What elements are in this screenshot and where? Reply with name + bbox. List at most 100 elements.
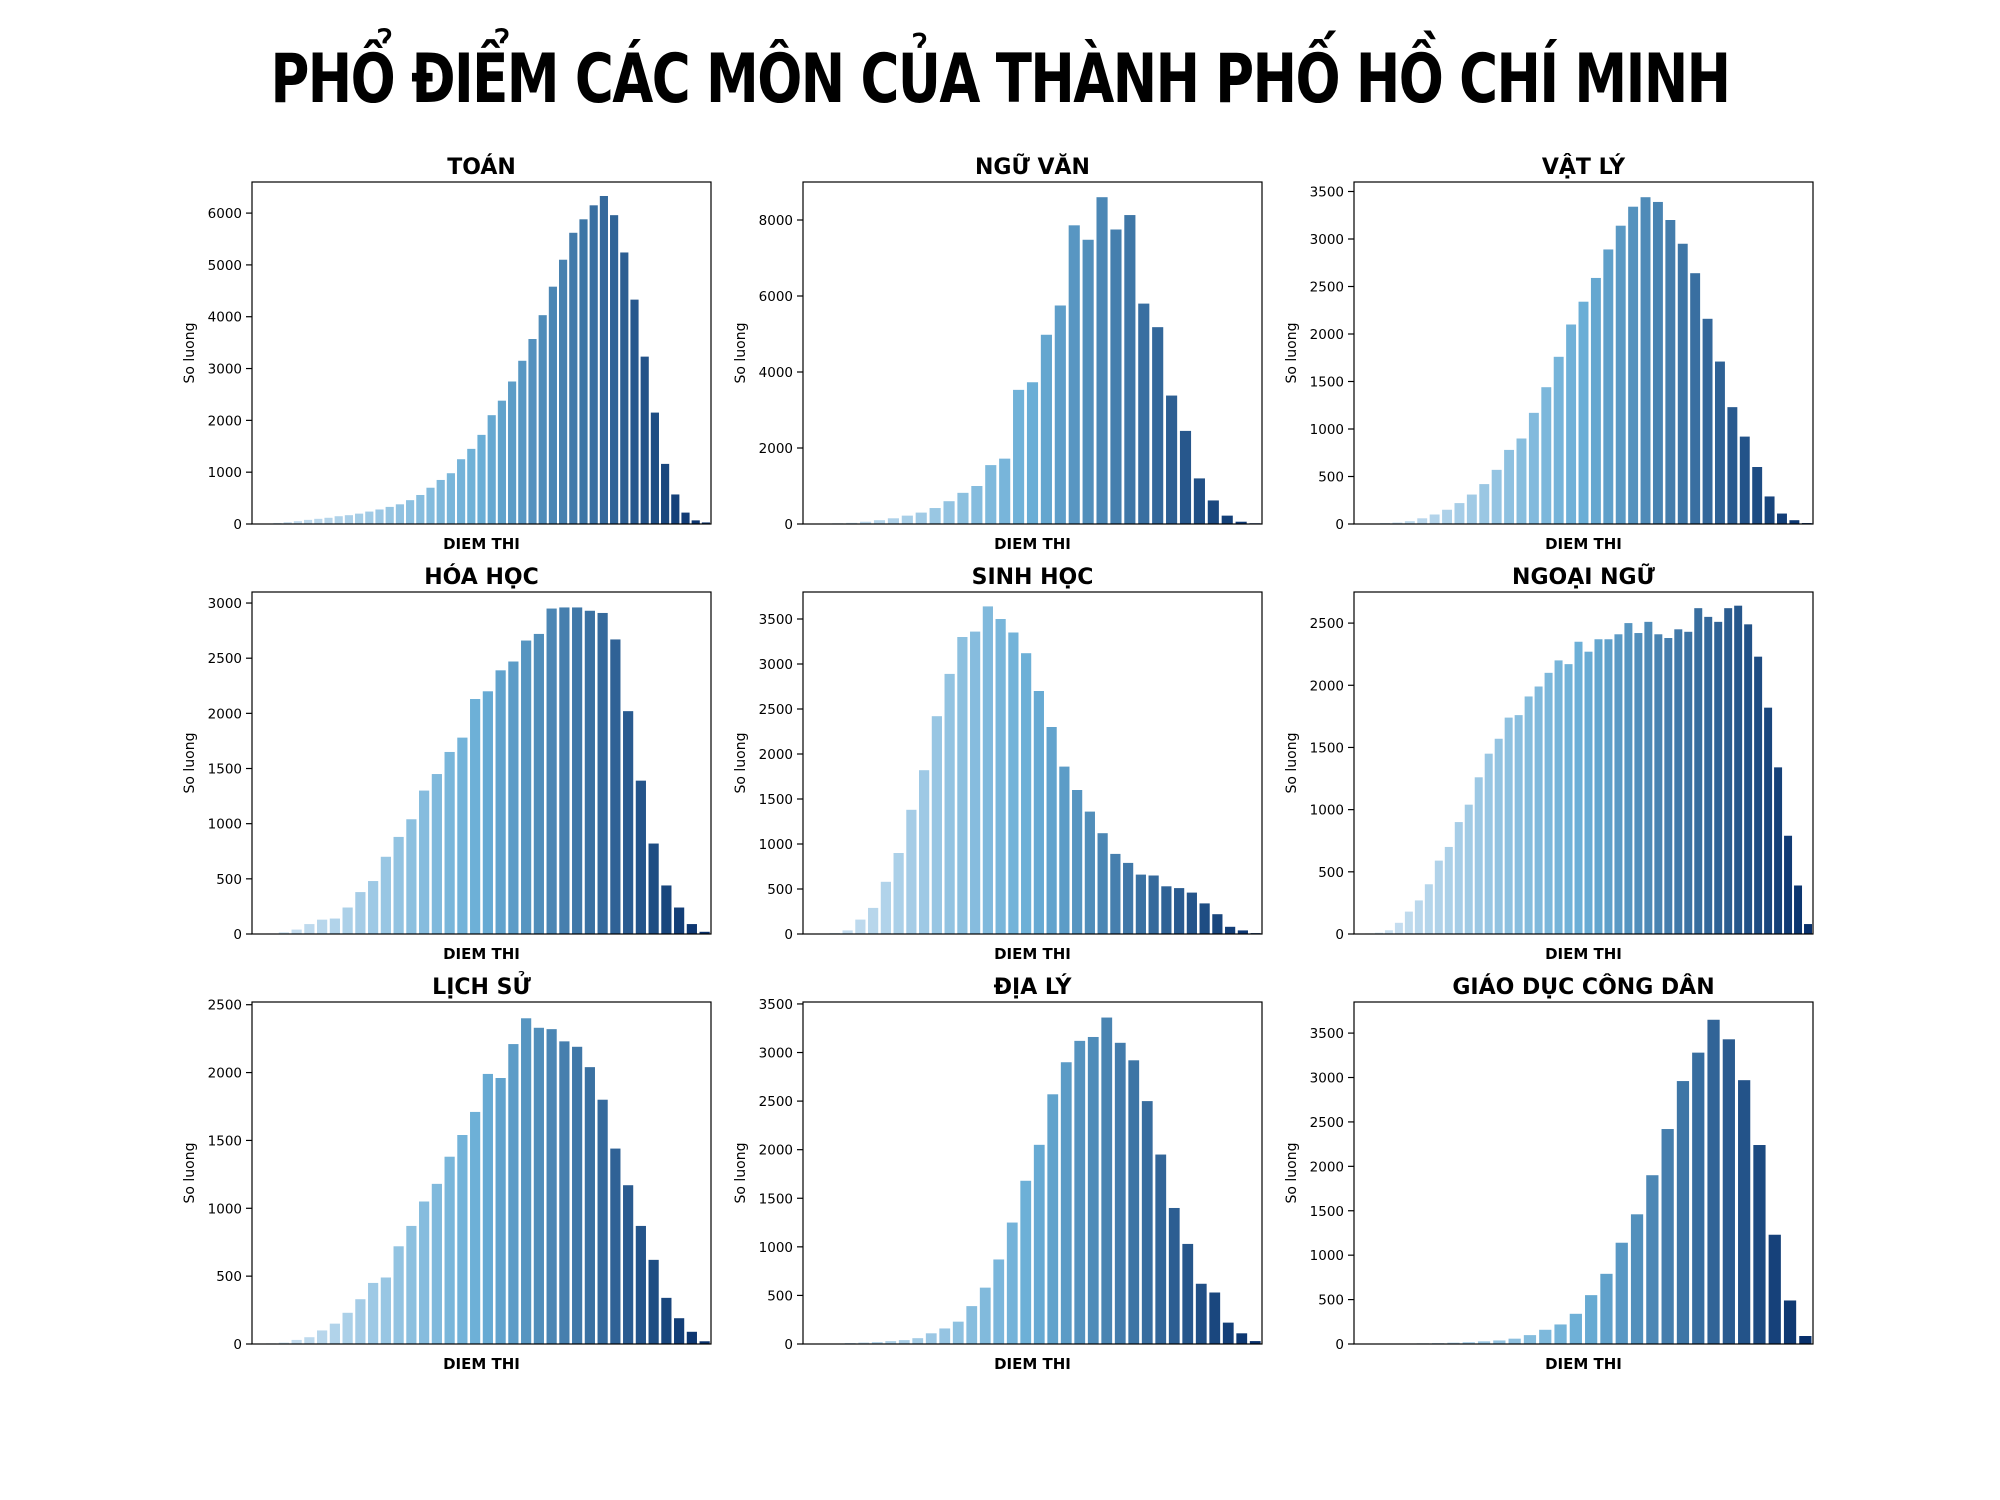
bar — [650, 412, 659, 524]
y-axis-label: So luong — [1284, 323, 1300, 384]
bar — [291, 929, 302, 934]
y-tick-label: 6000 — [759, 289, 793, 305]
bar — [419, 790, 430, 934]
bar — [1097, 833, 1108, 934]
bar — [1624, 623, 1633, 934]
bar — [1033, 1144, 1045, 1344]
bar — [317, 1330, 328, 1344]
bar — [1155, 1154, 1167, 1344]
y-tick-label: 1500 — [1310, 375, 1344, 391]
bar — [635, 780, 646, 934]
bar — [1752, 467, 1763, 524]
bar — [1464, 804, 1473, 934]
bar — [1152, 327, 1164, 524]
bar — [1161, 886, 1172, 934]
bar — [686, 1331, 697, 1344]
bar — [304, 924, 315, 934]
bar — [1504, 717, 1513, 934]
bar — [1676, 1081, 1690, 1344]
panel-title: ĐỊA LÝ — [994, 974, 1073, 1000]
x-axis-label: DIEM THI — [994, 1355, 1071, 1373]
bar — [1574, 641, 1583, 934]
bar — [304, 519, 313, 524]
bar — [970, 631, 981, 934]
y-tick-label: 2000 — [208, 413, 242, 429]
bar — [943, 501, 955, 524]
bar — [436, 479, 445, 524]
bar — [1603, 249, 1614, 524]
bar — [1744, 624, 1753, 934]
bar — [1454, 822, 1463, 934]
bar — [426, 487, 435, 524]
bar — [365, 511, 374, 524]
y-tick-label: 500 — [1318, 470, 1344, 486]
bar — [1528, 412, 1539, 524]
bar — [1101, 1017, 1113, 1344]
bar — [661, 1297, 672, 1344]
y-axis-label: So luong — [182, 323, 198, 384]
bar — [538, 315, 547, 524]
bar — [1753, 1145, 1766, 1344]
y-axis-label: So luong — [733, 733, 749, 794]
bar — [842, 930, 853, 934]
bar — [548, 286, 557, 524]
bar — [314, 518, 323, 524]
bar — [508, 661, 519, 934]
y-tick-label: 500 — [1318, 1293, 1344, 1309]
bar — [1739, 436, 1750, 524]
bar — [477, 434, 486, 524]
bar — [380, 1277, 391, 1344]
bar — [681, 512, 690, 524]
bar — [508, 1044, 519, 1344]
bar — [1040, 334, 1052, 524]
bar — [1021, 653, 1032, 934]
bar — [893, 853, 904, 934]
bar — [1724, 608, 1733, 934]
x-axis-label: DIEM THI — [994, 535, 1071, 553]
bar — [406, 500, 415, 524]
bar — [1199, 903, 1210, 934]
y-tick-label: 3500 — [1310, 185, 1344, 201]
y-tick-label: 4000 — [208, 310, 242, 326]
bar — [1236, 1333, 1248, 1344]
panel-title: NGOẠI NGỮ — [1512, 564, 1656, 590]
y-tick-label: 0 — [1335, 1337, 1344, 1353]
bar — [470, 699, 481, 934]
bar — [1084, 811, 1095, 934]
bar — [1630, 1214, 1644, 1344]
y-tick-label: 0 — [233, 927, 242, 943]
panel-title: VẬT LÝ — [1542, 153, 1626, 180]
panel-title: TOÁN — [447, 154, 516, 180]
bar — [1654, 634, 1663, 934]
bar — [1454, 503, 1465, 524]
bar — [1047, 1094, 1059, 1344]
y-axis-label: So luong — [182, 733, 198, 794]
bar — [518, 360, 527, 524]
y-tick-label: 3000 — [1310, 1071, 1344, 1087]
x-axis-label: DIEM THI — [443, 535, 520, 553]
bar — [985, 465, 997, 524]
bar — [1429, 514, 1440, 524]
y-axis-label: So luong — [733, 323, 749, 384]
bar — [1734, 605, 1743, 934]
bar — [957, 492, 969, 524]
y-tick-label: 4000 — [759, 365, 793, 381]
bar — [431, 1183, 442, 1344]
bar — [419, 1201, 430, 1344]
x-axis-label: DIEM THI — [1545, 945, 1622, 963]
bar — [1789, 520, 1800, 524]
bar — [1046, 727, 1057, 934]
bar — [1060, 1062, 1072, 1344]
bar — [1114, 1042, 1126, 1344]
bar — [1179, 430, 1192, 524]
bar — [971, 486, 983, 524]
bar — [1554, 1324, 1567, 1344]
bar — [1722, 1039, 1735, 1344]
bar — [1404, 521, 1415, 524]
bar — [640, 356, 649, 524]
bar — [355, 513, 364, 524]
bar — [898, 1340, 910, 1344]
bar — [569, 232, 578, 525]
y-tick-label: 1500 — [1310, 740, 1344, 756]
y-tick-label: 3500 — [1310, 1026, 1344, 1042]
